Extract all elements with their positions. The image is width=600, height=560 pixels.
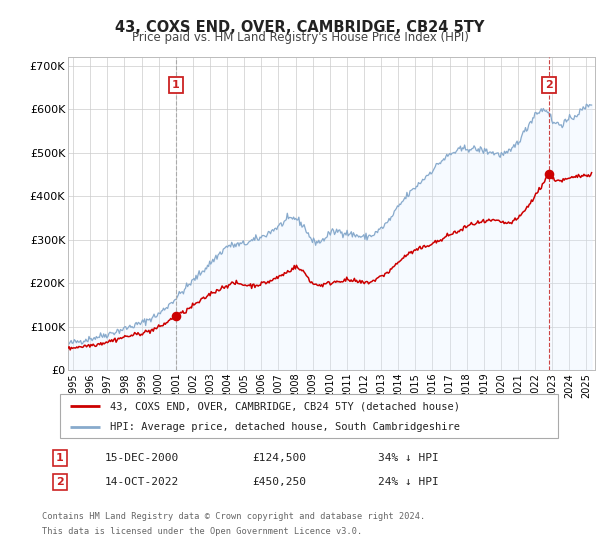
Text: 1: 1 xyxy=(172,80,179,90)
Text: 24% ↓ HPI: 24% ↓ HPI xyxy=(378,477,439,487)
Text: 15-DEC-2000: 15-DEC-2000 xyxy=(105,453,179,463)
Text: £124,500: £124,500 xyxy=(252,453,306,463)
Point xyxy=(171,311,181,320)
Text: £450,250: £450,250 xyxy=(252,477,306,487)
Text: HPI: Average price, detached house, South Cambridgeshire: HPI: Average price, detached house, Sout… xyxy=(110,422,460,432)
Text: 2: 2 xyxy=(545,80,553,90)
Text: 1: 1 xyxy=(56,453,64,463)
Text: This data is licensed under the Open Government Licence v3.0.: This data is licensed under the Open Gov… xyxy=(42,527,362,536)
FancyBboxPatch shape xyxy=(60,394,558,438)
Point xyxy=(544,170,553,179)
Text: 34% ↓ HPI: 34% ↓ HPI xyxy=(378,453,439,463)
Text: 43, COXS END, OVER, CAMBRIDGE, CB24 5TY (detached house): 43, COXS END, OVER, CAMBRIDGE, CB24 5TY … xyxy=(110,402,460,411)
Text: 43, COXS END, OVER, CAMBRIDGE, CB24 5TY: 43, COXS END, OVER, CAMBRIDGE, CB24 5TY xyxy=(115,20,485,35)
Text: 2: 2 xyxy=(56,477,64,487)
Text: Price paid vs. HM Land Registry's House Price Index (HPI): Price paid vs. HM Land Registry's House … xyxy=(131,31,469,44)
Text: 14-OCT-2022: 14-OCT-2022 xyxy=(105,477,179,487)
Text: Contains HM Land Registry data © Crown copyright and database right 2024.: Contains HM Land Registry data © Crown c… xyxy=(42,512,425,521)
